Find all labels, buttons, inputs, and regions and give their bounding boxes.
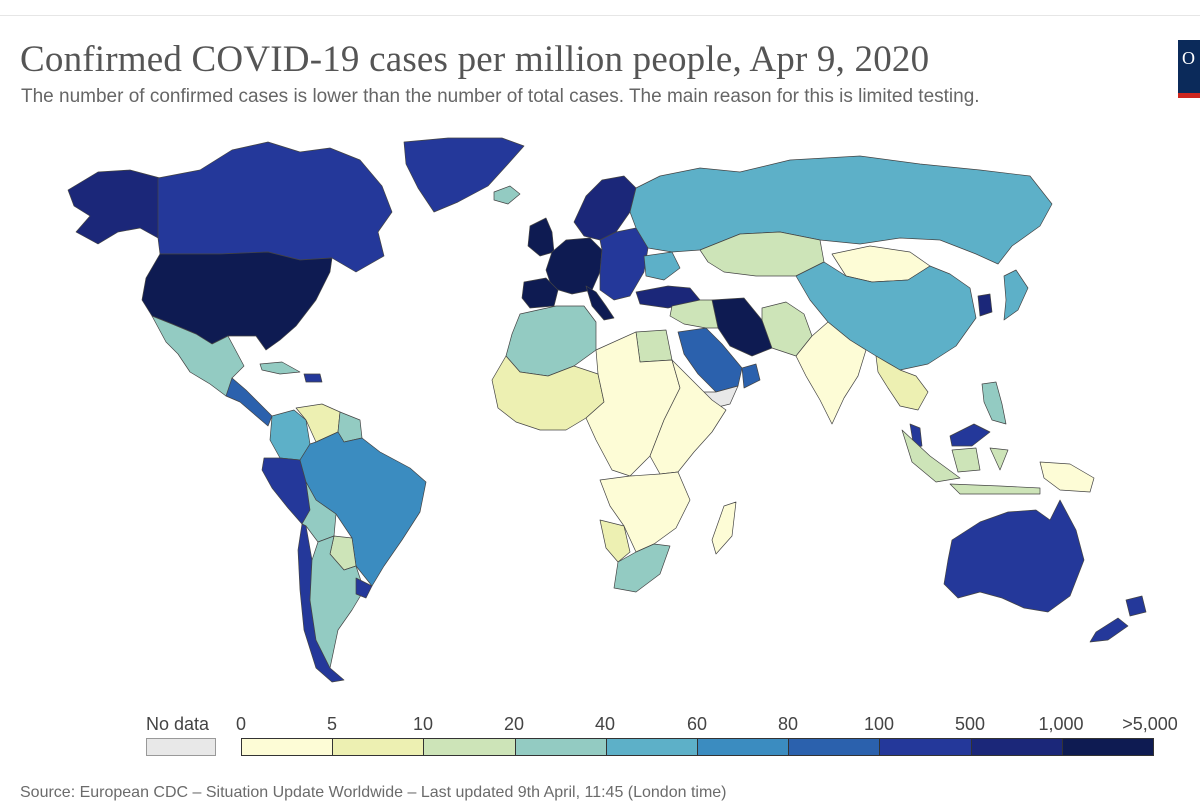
region-argentina[interactable]: [309, 535, 365, 669]
legend-bin[interactable]: [515, 739, 607, 755]
legend-bin[interactable]: [333, 739, 425, 755]
map-title: Confirmed COVID-19 cases per million peo…: [20, 39, 930, 80]
region-dominican-republic[interactable]: [303, 373, 323, 383]
region-canada[interactable]: [157, 141, 393, 273]
region-central-africa[interactable]: [585, 331, 681, 477]
legend-bin[interactable]: [1062, 739, 1154, 755]
region-east-africa[interactable]: [649, 359, 727, 475]
legend-tick-label: >5,000: [1122, 714, 1178, 734]
legend-tick-label: 1,000: [1038, 714, 1084, 734]
region-iberia[interactable]: [521, 277, 559, 309]
region-alaska[interactable]: [67, 169, 161, 245]
legend-bin[interactable]: [606, 739, 699, 755]
region-uruguay[interactable]: [355, 577, 373, 599]
legend-bins: [241, 738, 1154, 756]
legend-nodata-swatch[interactable]: [146, 738, 216, 756]
region-eastern-europe[interactable]: [599, 227, 649, 301]
region-japan[interactable]: [1003, 269, 1029, 321]
legend-nodata-label: No data: [146, 714, 210, 734]
region-north-africa[interactable]: [505, 305, 597, 377]
legend-tick-label: 10: [412, 714, 434, 734]
legend-bin[interactable]: [698, 739, 790, 755]
legend-tick-label: 20: [503, 714, 525, 734]
region-namibia[interactable]: [599, 519, 631, 563]
logo-text: O: [1182, 48, 1195, 68]
legend-bin[interactable]: [242, 739, 334, 755]
world-map: [67, 137, 1147, 683]
region-greenland[interactable]: [403, 137, 525, 213]
region-indonesia[interactable]: [901, 429, 1041, 495]
legend-bin[interactable]: [880, 739, 972, 755]
legend-tick-label: 500: [954, 714, 986, 734]
legend-tick-label: 100: [863, 714, 895, 734]
source-note: Source: European CDC – Situation Update …: [20, 784, 727, 801]
region-png[interactable]: [1039, 461, 1095, 493]
legend-tick-label: 40: [594, 714, 616, 734]
map-subtitle: The number of confirmed cases is lower t…: [21, 86, 980, 107]
region-italy[interactable]: [585, 285, 615, 321]
legend-bin[interactable]: [424, 739, 516, 755]
region-egypt[interactable]: [635, 329, 673, 363]
region-uk-ireland[interactable]: [527, 217, 555, 257]
legend-tick-label: 80: [777, 714, 799, 734]
region-new-zealand[interactable]: [1089, 595, 1147, 643]
top-divider: [0, 15, 1200, 16]
region-iceland[interactable]: [493, 185, 521, 205]
region-western-europe[interactable]: [545, 237, 603, 295]
legend-bin[interactable]: [789, 739, 881, 755]
logo[interactable]: O: [1178, 40, 1200, 98]
region-cuba[interactable]: [259, 361, 301, 375]
legend-tick-label: 0: [235, 714, 247, 734]
region-southern-africa[interactable]: [599, 471, 691, 553]
region-madagascar[interactable]: [711, 501, 737, 555]
region-philippines[interactable]: [981, 381, 1007, 425]
region-southeast-asia[interactable]: [875, 355, 929, 411]
region-central-america[interactable]: [225, 377, 273, 427]
legend-tick-label: 60: [686, 714, 708, 734]
legend-tick-label: 5: [326, 714, 338, 734]
region-iran[interactable]: [711, 297, 773, 357]
region-iraq-syria[interactable]: [669, 299, 719, 329]
region-oman-uae[interactable]: [741, 363, 761, 389]
region-south-africa[interactable]: [613, 543, 671, 593]
region-south-korea[interactable]: [977, 293, 993, 317]
legend-bin[interactable]: [971, 739, 1063, 755]
region-malaysia[interactable]: [909, 423, 991, 449]
legend: No data 0 5 10 20 40 60 80 100 500 1,000…: [0, 700, 1200, 770]
region-russia[interactable]: [629, 155, 1053, 265]
region-ukraine[interactable]: [643, 251, 681, 281]
region-australia[interactable]: [943, 499, 1085, 613]
logo-accent-bar: [1178, 93, 1200, 98]
region-india[interactable]: [795, 321, 867, 425]
